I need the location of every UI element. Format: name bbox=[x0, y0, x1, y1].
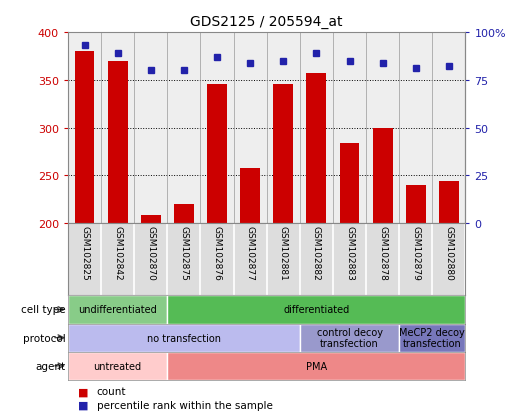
Text: differentiated: differentiated bbox=[283, 305, 349, 315]
Text: GSM102881: GSM102881 bbox=[279, 225, 288, 280]
Bar bbox=[339, 143, 359, 223]
Bar bbox=[373, 128, 393, 223]
Bar bbox=[167, 296, 465, 324]
Text: MeCP2 decoy
transfection: MeCP2 decoy transfection bbox=[400, 327, 465, 349]
Bar bbox=[274, 84, 293, 223]
Bar bbox=[68, 324, 300, 352]
Text: ■: ■ bbox=[78, 400, 89, 410]
Text: GSM102879: GSM102879 bbox=[411, 225, 420, 280]
Text: cell type: cell type bbox=[21, 305, 65, 315]
Text: GSM102876: GSM102876 bbox=[212, 225, 222, 280]
Title: GDS2125 / 205594_at: GDS2125 / 205594_at bbox=[190, 15, 343, 29]
Text: untreated: untreated bbox=[94, 361, 142, 371]
Text: GSM102842: GSM102842 bbox=[113, 225, 122, 280]
Text: count: count bbox=[97, 387, 126, 396]
Bar bbox=[439, 182, 459, 223]
Text: GSM102878: GSM102878 bbox=[378, 225, 387, 280]
Text: no transfection: no transfection bbox=[147, 333, 221, 343]
Bar bbox=[108, 62, 128, 223]
Text: ■: ■ bbox=[78, 387, 89, 396]
Bar bbox=[406, 185, 426, 223]
Text: agent: agent bbox=[35, 361, 65, 371]
Bar bbox=[240, 168, 260, 223]
Bar bbox=[174, 204, 194, 223]
Bar bbox=[399, 324, 465, 352]
Text: GSM102870: GSM102870 bbox=[146, 225, 155, 280]
Text: GSM102880: GSM102880 bbox=[445, 225, 453, 280]
Bar bbox=[75, 52, 95, 223]
Text: GSM102875: GSM102875 bbox=[179, 225, 188, 280]
Text: PMA: PMA bbox=[306, 361, 327, 371]
Bar bbox=[207, 84, 227, 223]
Bar bbox=[68, 352, 167, 380]
Bar bbox=[306, 74, 326, 223]
Text: GSM102877: GSM102877 bbox=[246, 225, 255, 280]
Text: GSM102825: GSM102825 bbox=[80, 225, 89, 280]
Text: undifferentiated: undifferentiated bbox=[78, 305, 157, 315]
Text: protocol: protocol bbox=[22, 333, 65, 343]
Text: control decoy
transfection: control decoy transfection bbox=[316, 327, 382, 349]
Bar bbox=[300, 324, 399, 352]
Bar bbox=[141, 216, 161, 223]
Text: GSM102883: GSM102883 bbox=[345, 225, 354, 280]
Text: GSM102882: GSM102882 bbox=[312, 225, 321, 280]
Bar bbox=[167, 352, 465, 380]
Bar bbox=[68, 296, 167, 324]
Text: percentile rank within the sample: percentile rank within the sample bbox=[97, 400, 272, 410]
